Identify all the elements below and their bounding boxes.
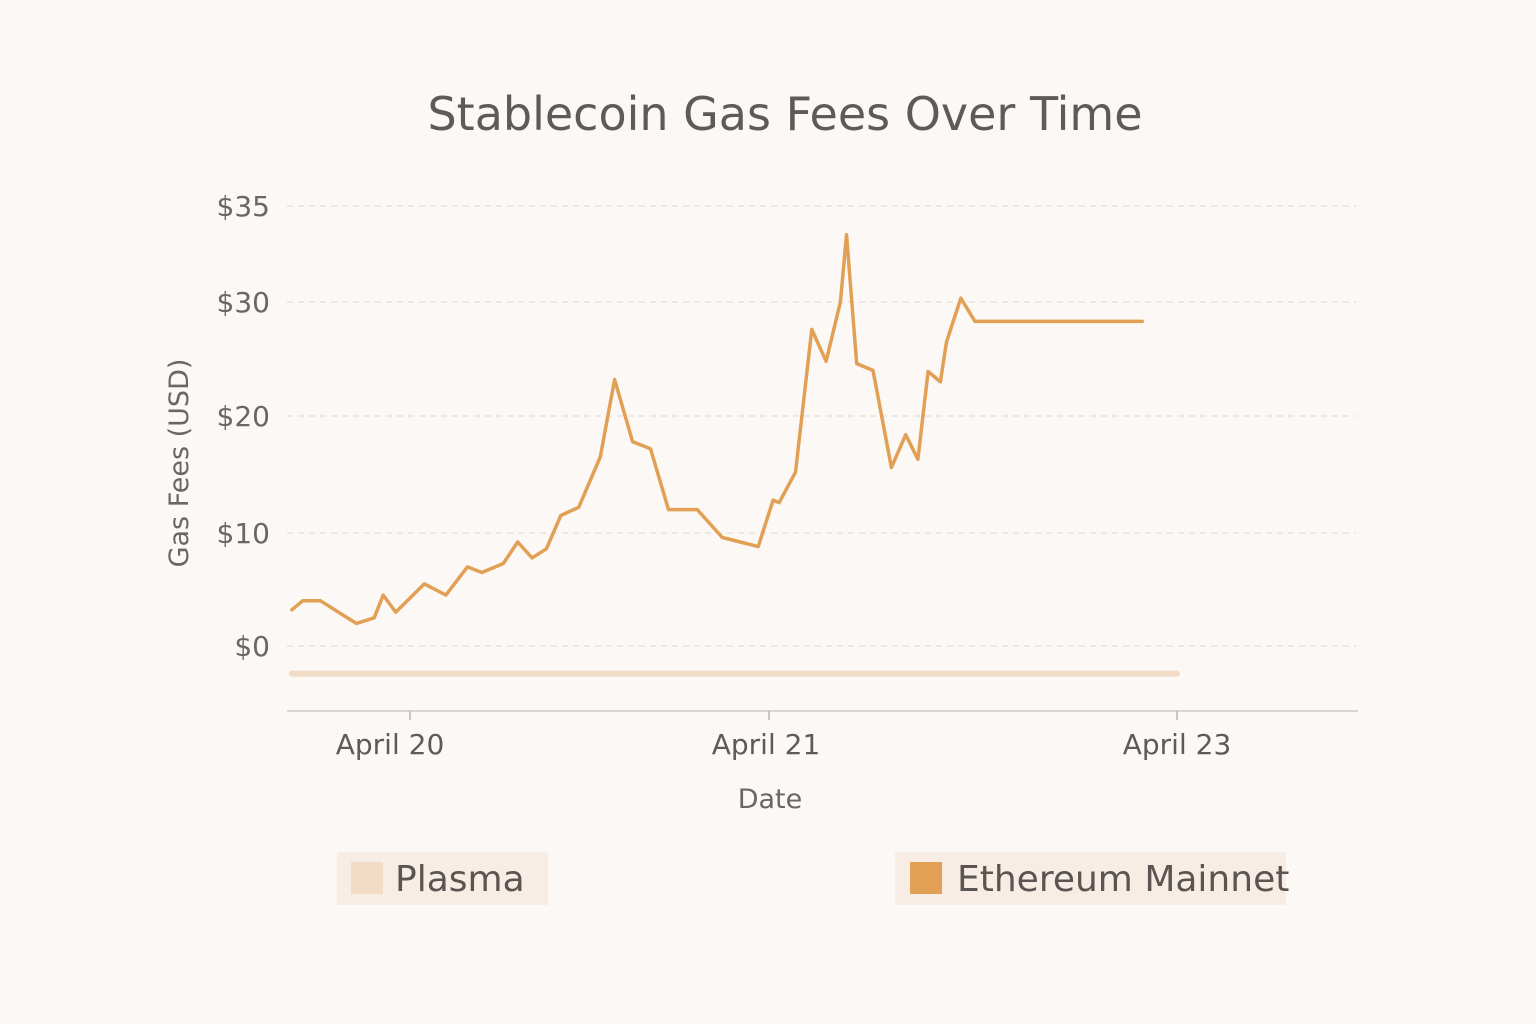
x-axis-ticks: April 20 April 21 April 23: [336, 711, 1232, 761]
y-tick-label: $35: [217, 190, 270, 223]
legend-swatch-ethereum-mainnet: [910, 862, 942, 894]
legend: Plasma Ethereum Mainnet: [337, 852, 1289, 905]
y-axis-label: Gas Fees (USD): [164, 359, 195, 568]
legend-swatch-plasma: [351, 862, 383, 894]
y-tick-label: $30: [217, 286, 270, 319]
legend-item-plasma[interactable]: Plasma: [337, 852, 548, 905]
series-line-ethereum-mainnet: [290, 233, 1145, 626]
x-tick-label: April 20: [336, 728, 445, 761]
x-tick-label: April 23: [1123, 728, 1232, 761]
gridlines: [287, 205, 1356, 647]
x-axis-label: Date: [738, 784, 803, 815]
legend-label-plasma: Plasma: [395, 859, 525, 900]
legend-item-ethereum-mainnet[interactable]: Ethereum Mainnet: [895, 852, 1289, 905]
y-tick-label: $10: [217, 517, 270, 550]
x-tick-label: April 21: [712, 728, 821, 761]
chart-title: Stablecoin Gas Fees Over Time: [427, 87, 1142, 141]
series-layer: [288, 233, 1180, 677]
y-tick-label: $20: [217, 400, 270, 433]
legend-label-ethereum-mainnet: Ethereum Mainnet: [957, 859, 1289, 900]
y-axis-ticks: $35 $30 $20 $10 $0: [217, 190, 270, 663]
legend-item-ethereum-mainnet-bg: [895, 852, 1286, 905]
y-tick-label: $0: [234, 630, 270, 663]
